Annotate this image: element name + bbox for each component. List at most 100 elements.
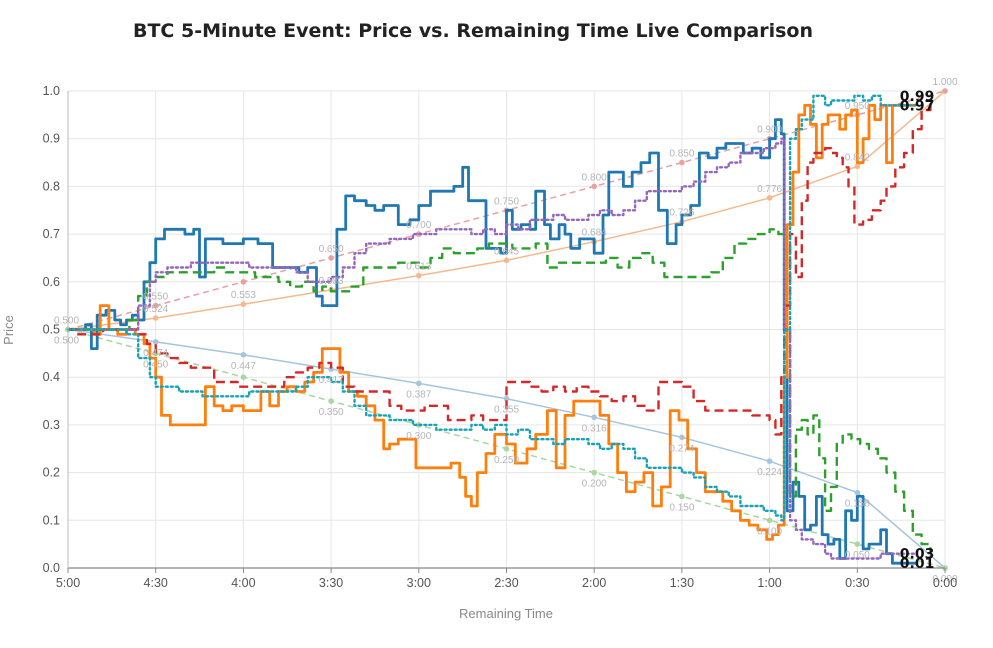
value-annotation: 0.583 [319,276,344,287]
y-tick-label: 0.5 [43,323,60,337]
value-annotation: 0.158 [845,499,870,510]
x-axis-label: Remaining Time [459,606,553,621]
value-annotation: 1.000 [932,77,957,88]
value-annotation: 0.950 [845,101,870,112]
value-annotation: 0.417 [319,375,344,386]
x-tick-label: 2:30 [494,576,518,590]
axes: 0.0 0.1 0.2 0.3 0.4 0.5 0.6 0.7 0.8 0.9 1.0 5:00 4:3… [43,84,958,590]
series-point [854,541,861,547]
y-tick-label: 0.6 [43,275,60,289]
value-annotation: 0.447 [231,361,256,372]
series-point [240,301,247,308]
value-annotation: 0.050 [845,550,870,561]
series-point [679,159,685,166]
y-tick-label: 1.0 [43,84,60,98]
y-tick-label: 0.0 [43,561,60,575]
series-point [942,88,948,94]
value-annotation: 0.842 [845,152,870,163]
value-annotation: 0.645 [494,246,519,257]
series-point [328,255,334,261]
series-line-5 [68,118,916,565]
series-point [416,380,422,387]
series-line-10 [66,94,917,522]
y-axis-label: Price [1,315,16,345]
series-point [503,395,510,402]
series-point [152,302,159,309]
value-annotation: 0.776 [757,184,782,195]
series-point [591,414,597,421]
series-point [766,195,773,201]
series-point [240,351,247,358]
series-point [152,339,159,345]
value-annotation: 0.500 [54,336,79,347]
end-value-label: 0.97 [900,98,935,114]
value-annotation: 0.200 [582,479,607,490]
value-annotation: 0.224 [757,467,782,478]
series-point [679,434,685,441]
value-annotation: 0.850 [669,149,694,160]
series-point [416,272,422,279]
value-annotation: 0.450 [143,359,168,370]
y-tick-label: 0.1 [43,513,60,527]
y-tick-label: 0.8 [43,179,60,193]
value-annotation: 0.900 [757,125,782,136]
value-annotation: 0.474 [143,348,168,359]
value-annotation: 0.300 [406,431,431,442]
series-line-9 [66,137,917,560]
x-tick-label: 4:00 [231,576,255,590]
series-point [766,458,773,464]
series-point [328,366,334,372]
value-annotation: 0.613 [406,262,431,273]
value-annotation: 0.524 [143,304,168,315]
series-point [240,279,247,285]
y-tick-label: 0.4 [43,370,60,384]
value-annotation: 0.100 [757,526,782,537]
series-point [766,517,773,524]
y-tick-label: 0.2 [43,466,60,480]
value-annotation: 0.684 [582,228,607,239]
x-tick-label: 1:00 [757,576,781,590]
series-point [854,163,861,170]
value-annotation: 0.750 [494,196,519,207]
value-annotation: 0.250 [494,455,519,466]
series-line-6 [68,103,916,541]
value-annotation: 0.387 [406,389,431,400]
series-point [854,489,861,496]
x-tick-label: 0:00 [933,576,957,590]
series-point [503,445,510,452]
series-point [503,257,510,264]
series-point [328,398,334,404]
value-annotation: 0.274 [669,443,694,454]
y-tick-label: 0.9 [43,132,60,146]
x-tick-label: 4:30 [144,576,168,590]
end-value-label: 0.01 [900,556,935,572]
value-annotation: 0.355 [494,405,519,416]
value-annotation: 0.550 [143,292,168,303]
series-point [152,315,159,321]
value-annotation: 0.553 [231,290,256,301]
x-tick-label: 5:00 [56,576,80,590]
value-annotation: 0.800 [582,172,607,183]
x-tick-label: 0:30 [845,576,869,590]
y-tick-label: 0.7 [43,227,60,241]
value-annotation: 0.650 [319,244,344,255]
series-point [240,374,247,381]
series-point [152,350,159,357]
x-tick-label: 3:30 [319,576,343,590]
x-tick-label: 3:00 [407,576,431,590]
chart-title: BTC 5-Minute Event: Price vs. Remaining … [133,20,813,42]
value-annotation: 0.350 [319,407,344,418]
series-line-8 [68,100,932,436]
y-tick-label: 0.3 [43,418,60,432]
x-tick-label: 2:00 [582,576,606,590]
value-annotation: 0.150 [669,502,694,513]
value-annotation: 0.700 [406,220,431,231]
value-annotation: 0.000 [932,574,957,585]
series-line-7 [68,228,932,554]
series-lines [66,94,932,565]
value-annotation: 0.726 [669,208,694,219]
value-annotation: 0.500 [54,316,79,327]
